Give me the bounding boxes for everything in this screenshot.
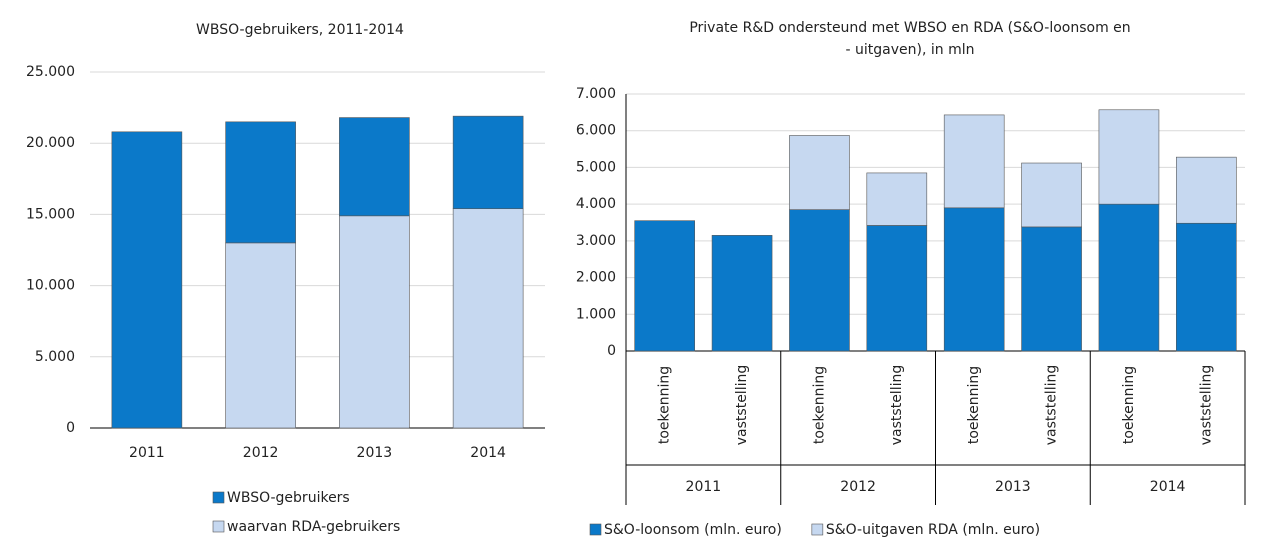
x-tick-label: vaststelling <box>889 365 905 445</box>
x-tick-label: 2011 <box>129 445 165 461</box>
y-tick-label: 1.000 <box>576 306 616 322</box>
legend-swatch <box>212 491 225 504</box>
group-label: 2012 <box>840 479 876 495</box>
bar-segment <box>634 220 695 352</box>
legend-label: WBSO-gebruikers <box>227 490 350 506</box>
x-tick-label: 2013 <box>357 445 393 461</box>
x-tick-label: toekenning <box>1121 366 1137 444</box>
y-tick-label: 25.000 <box>26 64 75 80</box>
x-tick-label: toekenning <box>811 366 827 444</box>
bar-segment <box>943 114 1005 209</box>
y-tick-label: 4.000 <box>576 196 616 212</box>
legend-label: S&O-uitgaven RDA (mln. euro) <box>826 522 1040 538</box>
bar-segment <box>225 121 296 244</box>
y-tick-label: 0 <box>607 343 616 359</box>
chart-title: WBSO-gebruikers, 2011-2014 <box>196 22 404 38</box>
y-tick-label: 7.000 <box>576 86 616 102</box>
group-label: 2013 <box>995 479 1031 495</box>
y-tick-label: 15.000 <box>26 206 75 222</box>
legend-label: waarvan RDA-gebruikers <box>227 519 400 535</box>
y-tick-label: 10.000 <box>26 278 75 294</box>
bar-segment <box>1021 226 1082 352</box>
legend-swatch <box>811 523 824 536</box>
chart-title: - uitgaven), in mln <box>846 42 975 58</box>
legend-swatch <box>589 523 602 536</box>
y-tick-label: 3.000 <box>576 233 616 249</box>
x-tick-label: 2012 <box>243 445 279 461</box>
group-label: 2011 <box>686 479 722 495</box>
bar-segment <box>1098 203 1160 352</box>
x-tick-label: toekenning <box>966 366 982 444</box>
bar-segment <box>789 209 850 352</box>
bar-segment <box>866 172 928 226</box>
bar-segment <box>452 115 524 210</box>
bar-segment <box>1021 162 1082 228</box>
y-tick-label: 6.000 <box>576 123 616 139</box>
bar-segment <box>789 135 850 210</box>
bar-segment <box>943 207 1005 352</box>
bar-segment <box>111 131 183 429</box>
group-label: 2014 <box>1150 479 1186 495</box>
bar-segment <box>711 235 773 352</box>
bar-segment <box>1176 222 1237 352</box>
legend-label: S&O-loonsom (mln. euro) <box>604 522 782 538</box>
legend-swatch <box>212 520 225 533</box>
x-tick-label: vaststelling <box>1044 365 1060 445</box>
y-tick-label: 5.000 <box>35 349 75 365</box>
y-tick-label: 0 <box>66 420 75 436</box>
x-tick-label: toekenning <box>657 366 673 444</box>
y-tick-label: 2.000 <box>576 270 616 286</box>
bar-segment <box>1176 156 1237 224</box>
bar-segment <box>1098 109 1160 205</box>
bar-segment <box>225 242 296 429</box>
y-tick-label: 5.000 <box>576 159 616 175</box>
bar-segment <box>866 225 928 352</box>
x-tick-label: vaststelling <box>1198 365 1214 445</box>
y-tick-label: 20.000 <box>26 135 75 151</box>
bar-segment <box>339 117 410 217</box>
bar-segment <box>452 208 524 429</box>
x-tick-label: 2014 <box>470 445 506 461</box>
chart-title: Private R&D ondersteund met WBSO en RDA … <box>689 20 1130 36</box>
bar-segment <box>339 215 410 429</box>
x-tick-label: vaststelling <box>734 365 750 445</box>
